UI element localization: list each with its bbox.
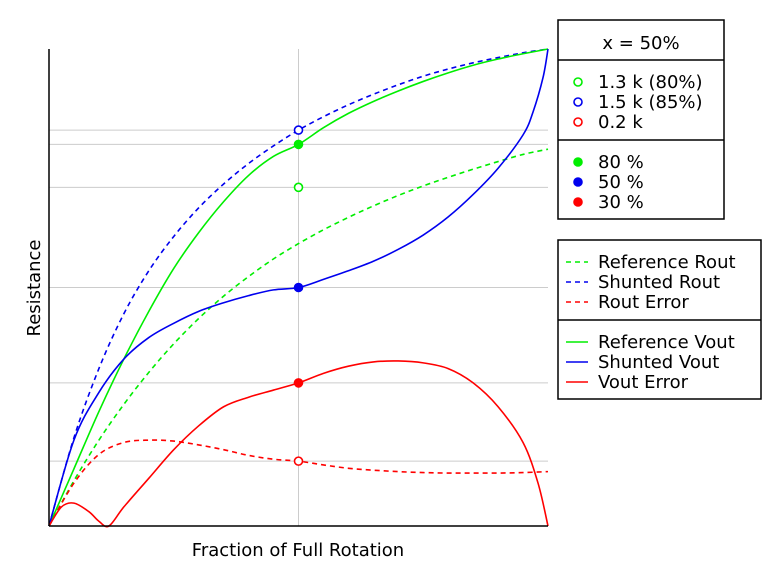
info-rout-group: 1.3 k (80%)1.5 k (85%)0.2 k [573,72,703,133]
legend-label-reference-vout: Reference Vout [598,332,735,353]
legend-label-vout-error: Vout Error [598,372,689,393]
legend-label-reference-rout: Reference Rout [598,252,736,273]
info-entry-label: 1.3 k (80%) [598,72,703,93]
info-marker-icon [573,97,583,107]
data-point-rout-error [293,456,304,466]
info-marker-icon [573,197,583,207]
data-point-shunted-vout [293,282,304,293]
info-entry-label: 1.5 k (85%) [598,92,703,113]
info-entry-label: 80 % [598,152,644,173]
legend-label-rout-error: Rout Error [598,292,689,313]
y-axis-title: Resistance [24,240,45,337]
info-box-title: x = 50% [602,33,679,54]
data-point-reference-vout [293,139,304,150]
info-entry-label: 30 % [598,192,644,213]
x-axis-title: Fraction of Full Rotation [192,540,404,561]
legend-label-shunted-rout: Shunted Rout [598,272,720,293]
data-point-reference-rout [293,182,304,193]
info-entry-label: 50 % [598,172,644,193]
info-entry-label: 0.2 k [598,112,643,133]
info-box: x = 50% 1.3 k (80%)1.5 k (85%)0.2 k 80 %… [557,19,725,220]
info-marker-icon [573,117,583,127]
data-point-vout-error [293,378,304,388]
data-point-shunted-rout [293,125,304,135]
series-line-vout-error [48,360,549,528]
series-line-reference-rout [48,148,549,527]
info-box-frame [557,19,725,220]
info-marker-icon [573,157,583,167]
info-marker-icon [573,77,583,87]
info-marker-icon [573,177,583,187]
series-line-shunted-vout [48,48,549,527]
points-layer [293,125,304,466]
legend-label-shunted-vout: Shunted Vout [598,352,719,373]
info-vout-group: 80 %50 %30 % [573,152,644,213]
